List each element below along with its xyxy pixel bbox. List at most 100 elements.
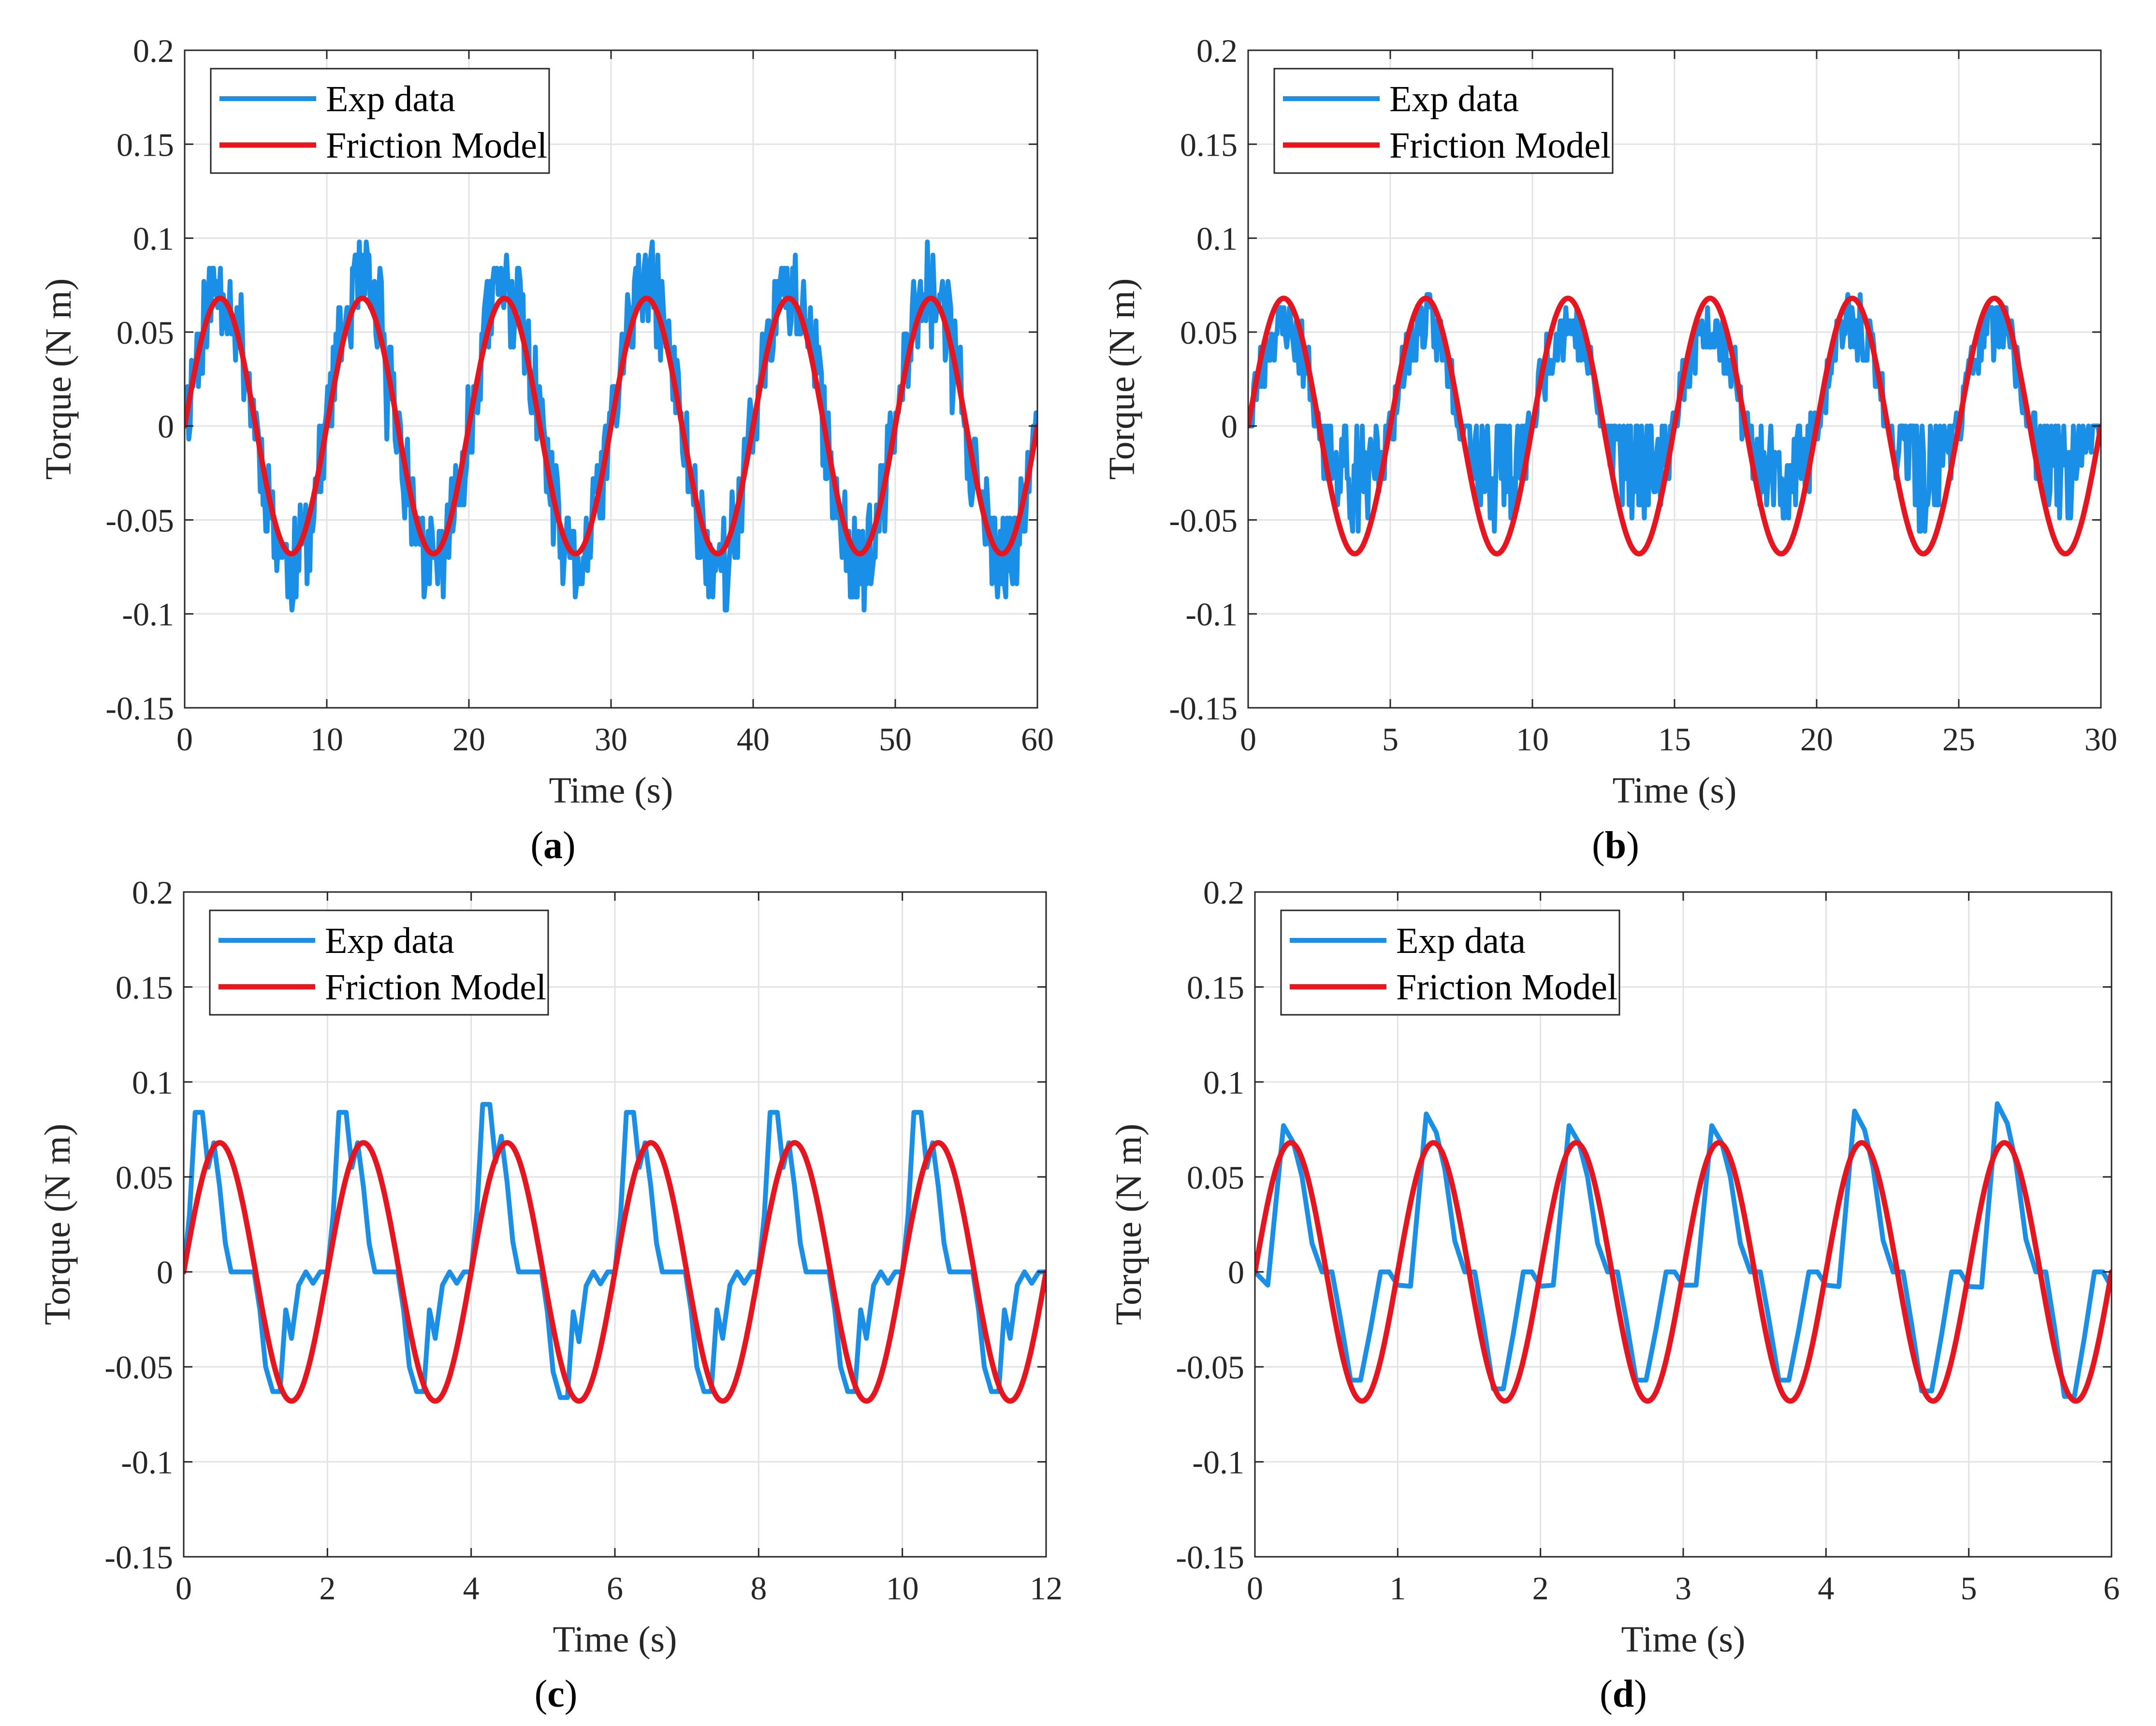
y-tick-label: 0.1 — [1196, 220, 1238, 257]
series-friction-model-line — [1248, 295, 2101, 556]
caption-close: ) — [563, 824, 576, 867]
x-tick-label: 25 — [1942, 721, 1975, 758]
y-tick-label: 0.2 — [1203, 874, 1244, 911]
y-tick-label: 0.1 — [133, 220, 174, 257]
y-axis-label: Torque (N m) — [38, 278, 79, 480]
x-tick-label: 5 — [1382, 721, 1398, 758]
caption-letter: c — [547, 1673, 565, 1715]
y-tick-label: 0.15 — [1180, 126, 1238, 163]
y-tick-label: 0.2 — [132, 874, 173, 911]
panel-caption: (d) — [1600, 1673, 1647, 1715]
series-friction-model-line — [185, 295, 1037, 556]
x-tick-label: 12 — [1030, 1570, 1063, 1607]
legend-label-friction-model: Friction Model — [326, 125, 547, 166]
chart-panel-b: 0 5 10 15 20 25 30 -0.15 -0.1 -0.05 0 0.05 0.1 0.15 0.… — [1102, 32, 2117, 867]
caption-close: ) — [565, 1673, 578, 1715]
caption-close: ) — [1626, 824, 1639, 867]
legend-label-exp-data: Exp data — [325, 921, 454, 961]
y-tick-label: -0.15 — [1169, 690, 1238, 727]
x-tick-label: 4 — [463, 1570, 480, 1607]
x-axis-label: Time (s) — [553, 1619, 677, 1660]
y-tick-label: 0.05 — [1187, 1159, 1244, 1196]
x-tick-label: 0 — [1247, 1570, 1263, 1607]
x-axis-label: Time (s) — [1621, 1619, 1746, 1660]
y-axis-label: Torque (N m) — [1108, 1124, 1149, 1325]
legend-box — [210, 68, 550, 174]
x-tick-label: 2 — [1532, 1570, 1549, 1607]
panel-caption: (b) — [1592, 824, 1639, 867]
x-tick-label: 20 — [452, 721, 485, 758]
y-tick-label: 0 — [1228, 1254, 1244, 1291]
legend: Exp data Friction Model — [210, 68, 550, 174]
panel-caption: (c) — [535, 1673, 578, 1715]
caption-letter: b — [1605, 824, 1627, 867]
y-tick-label: 0.2 — [133, 32, 174, 69]
legend-label-exp-data: Exp data — [1396, 921, 1526, 961]
caption-letter: a — [543, 824, 563, 867]
x-tick-label: 40 — [737, 721, 770, 758]
legend: Exp data Friction Model — [1280, 909, 1620, 1016]
y-tick-label: 0 — [157, 1254, 173, 1291]
legend-box — [209, 909, 549, 1016]
chart-panel-d: 0 1 2 3 4 5 6 -0.15 -0.1 -0.05 0 0.05 0.1 0.15 0.2 Time… — [1108, 874, 2120, 1715]
x-tick-label: 3 — [1675, 1570, 1691, 1607]
y-tick-label: 0.15 — [116, 969, 173, 1006]
y-tick-label: 0.05 — [116, 1159, 173, 1196]
x-tick-label: 2 — [319, 1570, 335, 1607]
x-tick-label: 10 — [886, 1570, 919, 1607]
x-tick-label: 5 — [1961, 1570, 1977, 1607]
x-tick-label: 0 — [176, 721, 193, 758]
y-tick-label: -0.05 — [1176, 1349, 1244, 1386]
x-axis-label: Time (s) — [549, 770, 673, 811]
caption-close: ) — [1634, 1673, 1647, 1715]
y-tick-label: -0.05 — [104, 1349, 173, 1386]
x-tick-label: 4 — [1818, 1570, 1834, 1607]
legend-label-exp-data: Exp data — [1389, 79, 1519, 119]
legend-label-friction-model: Friction Model — [1389, 125, 1611, 166]
legend-label-friction-model: Friction Model — [1396, 967, 1617, 1008]
legend: Exp data Friction Model — [209, 909, 549, 1016]
y-tick-label: -0.15 — [104, 1539, 173, 1576]
x-tick-label: 30 — [595, 721, 627, 758]
legend: Exp data Friction Model — [1273, 68, 1614, 174]
y-tick-label: -0.15 — [105, 690, 174, 727]
legend-label-friction-model: Friction Model — [325, 967, 546, 1008]
caption-open: ( — [530, 824, 543, 867]
x-tick-label: 6 — [2103, 1570, 2120, 1607]
y-tick-label: -0.1 — [1192, 1444, 1244, 1481]
x-tick-label: 6 — [607, 1570, 623, 1607]
legend-box — [1273, 68, 1614, 174]
x-axis-label: Time (s) — [1613, 770, 1737, 811]
y-tick-label: -0.05 — [1169, 502, 1238, 539]
legend-box — [1280, 909, 1620, 1016]
x-tick-label: 30 — [2084, 721, 2117, 758]
y-axis-label: Torque (N m) — [1102, 278, 1142, 480]
caption-open: ( — [535, 1673, 548, 1715]
y-tick-label: 0.05 — [1180, 314, 1238, 351]
x-tick-label: 10 — [1516, 721, 1549, 758]
y-tick-label: 0.1 — [132, 1064, 173, 1101]
caption-open: ( — [1592, 824, 1605, 867]
y-tick-label: 0.1 — [1203, 1064, 1244, 1101]
chart-panel-a: 0 10 20 30 40 50 60 -0.15 -0.1 -0.05 0 0.05 0.1 0.15 0… — [38, 32, 1054, 867]
y-tick-label: 0 — [1221, 408, 1238, 445]
x-tick-label: 0 — [1240, 721, 1256, 758]
x-tick-label: 15 — [1658, 721, 1691, 758]
series-friction-model-line — [1255, 1140, 2112, 1404]
x-tick-label: 10 — [310, 721, 343, 758]
x-tick-label: 60 — [1021, 721, 1054, 758]
x-tick-label: 0 — [175, 1570, 192, 1607]
y-tick-label: -0.1 — [121, 1444, 173, 1481]
y-tick-label: -0.1 — [1185, 596, 1238, 633]
x-tick-label: 1 — [1389, 1570, 1406, 1607]
caption-letter: d — [1613, 1673, 1634, 1715]
y-tick-label: 0.2 — [1196, 32, 1238, 69]
y-tick-label: 0.15 — [117, 126, 174, 163]
y-tick-label: -0.1 — [122, 596, 174, 633]
y-axis-label: Torque (N m) — [37, 1124, 78, 1325]
legend-label-exp-data: Exp data — [326, 79, 455, 119]
panel-caption: (a) — [530, 824, 575, 867]
y-tick-label: 0.15 — [1187, 969, 1244, 1006]
x-tick-label: 8 — [750, 1570, 767, 1607]
